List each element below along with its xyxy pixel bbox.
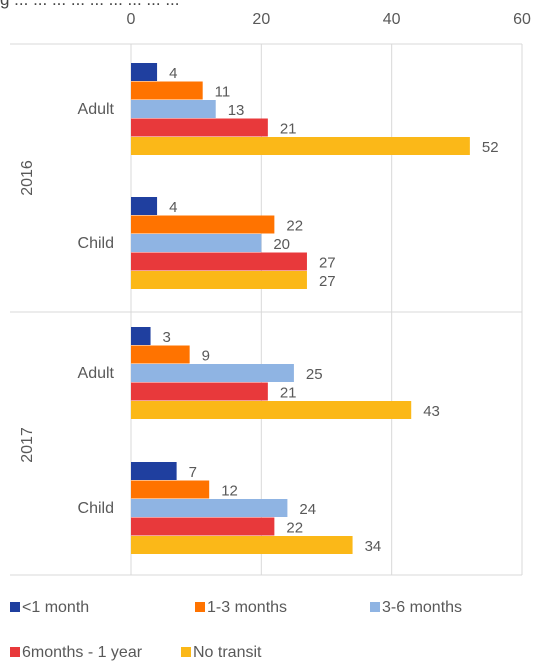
bar-0-4 xyxy=(131,137,470,155)
bar-1-0 xyxy=(131,197,158,215)
legend-swatch xyxy=(370,602,380,612)
group-label: Adult xyxy=(78,365,115,382)
legend-label: No transit xyxy=(193,644,262,661)
bar-0-2 xyxy=(131,100,216,118)
legend-swatch xyxy=(195,602,205,612)
data-label: 34 xyxy=(365,538,382,555)
bar-1-2 xyxy=(131,234,262,252)
legend-swatch xyxy=(10,602,20,612)
x-tick-label: 60 xyxy=(513,11,531,28)
bar-1-4 xyxy=(131,271,307,289)
legend-swatch xyxy=(10,647,20,657)
data-label: 7 xyxy=(189,464,197,481)
data-label: 3 xyxy=(163,329,171,346)
data-label: 4 xyxy=(169,65,177,82)
bar-0-1 xyxy=(131,81,203,100)
group-label: Child xyxy=(78,500,114,517)
bar-2-4 xyxy=(131,401,412,419)
data-label: 22 xyxy=(286,520,303,537)
data-label: 4 xyxy=(169,199,177,216)
data-label: 20 xyxy=(273,236,290,253)
data-label: 21 xyxy=(280,121,297,138)
group-label: Child xyxy=(78,235,114,252)
year-label: 2016 xyxy=(19,160,36,196)
group-label: Adult xyxy=(78,101,115,118)
data-label: 9 xyxy=(202,348,210,365)
bar-1-1 xyxy=(131,215,275,234)
data-label: 13 xyxy=(228,102,245,119)
bar-2-0 xyxy=(131,327,151,345)
data-label: 22 xyxy=(286,218,303,235)
data-label: 27 xyxy=(319,255,336,272)
bar-2-3 xyxy=(131,382,268,401)
legend-swatch xyxy=(181,647,191,657)
data-label: 11 xyxy=(215,84,231,101)
data-label: 21 xyxy=(280,385,297,402)
bar-3-0 xyxy=(131,462,177,480)
data-label: 43 xyxy=(423,403,440,420)
year-label: 2017 xyxy=(19,427,36,463)
chart-caption-fragment: g ... ... ... ... ... ... ... ... ... xyxy=(0,0,536,10)
legend-label: <1 month xyxy=(22,599,89,616)
data-label: 52 xyxy=(482,139,499,156)
bar-3-4 xyxy=(131,536,353,554)
data-label: 24 xyxy=(299,501,316,518)
bar-0-0 xyxy=(131,63,158,81)
bar-1-3 xyxy=(131,252,307,271)
bar-2-1 xyxy=(131,345,190,364)
x-tick-label: 0 xyxy=(127,11,136,28)
bar-3-1 xyxy=(131,480,210,499)
bar-3-3 xyxy=(131,517,275,536)
data-label: 25 xyxy=(306,366,323,383)
legend-label: 1-3 months xyxy=(207,599,287,616)
legend-label: 3-6 months xyxy=(382,599,462,616)
bar-2-2 xyxy=(131,364,294,382)
x-tick-label: 20 xyxy=(252,11,270,28)
data-label: 12 xyxy=(221,483,238,500)
data-label: 27 xyxy=(319,273,336,290)
bar-3-2 xyxy=(131,499,288,517)
legend-label: 6months - 1 year xyxy=(22,644,143,661)
x-tick-label: 40 xyxy=(383,11,401,28)
bar-0-3 xyxy=(131,118,268,137)
